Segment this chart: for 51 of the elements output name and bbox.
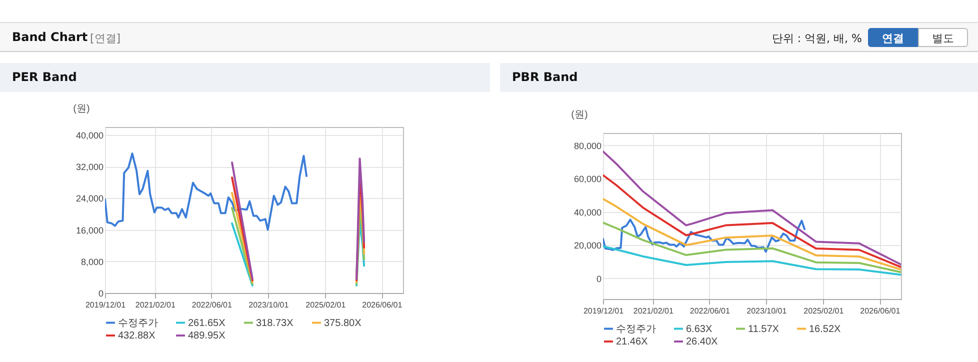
- x-tick-label: 2025/02/01: [306, 300, 346, 310]
- y-axis-title: (원): [571, 110, 588, 120]
- line-series: [105, 152, 308, 231]
- line-series: [603, 218, 806, 253]
- text: 단위 : 억원, 배, %: [772, 31, 862, 46]
- x-tick-label: 2026/06/01: [860, 306, 901, 316]
- line-series: [603, 198, 901, 270]
- y-tick-label: 40,000: [574, 207, 602, 218]
- y-tick-label: 20,000: [574, 240, 602, 251]
- y-tick-label: 0: [596, 274, 602, 284]
- y-tick-label: 40,000: [76, 130, 104, 140]
- x-tick-label: 2026/06/01: [362, 300, 403, 310]
- legend-label: 489.95X: [188, 330, 226, 342]
- y-tick-label: 60,000: [574, 174, 602, 184]
- legend-label: 318.73X: [256, 318, 294, 329]
- text: [연결]: [90, 31, 121, 46]
- x-tick-label: 2019/12/01: [85, 300, 126, 310]
- y-tick-label: 24,000: [76, 194, 104, 204]
- legend-label: 375.80X: [324, 318, 362, 329]
- text: 별도: [918, 28, 968, 47]
- chart-title: PBR Band: [500, 63, 978, 92]
- y-tick-label: 0: [98, 288, 104, 298]
- x-tick-label: 2021/02/01: [135, 300, 176, 310]
- x-tick-label: 2022/06/01: [690, 306, 730, 316]
- x-tick-label: 2023/10/01: [248, 300, 290, 310]
- text: Band Chart: [12, 30, 88, 44]
- chart-title: PER Band: [0, 63, 490, 92]
- legend-label: 11.57X: [748, 324, 780, 335]
- line-series: [603, 150, 901, 266]
- legend-label: 26.40X: [686, 336, 718, 348]
- line-series: [603, 174, 901, 268]
- line-series: [603, 222, 901, 274]
- legend-label: 21.46X: [616, 336, 648, 348]
- legend-label: 수정주가: [616, 324, 656, 335]
- legend-label: 261.65X: [188, 318, 226, 329]
- y-tick-label: 32,000: [76, 162, 104, 172]
- y-tick-label: 16,000: [76, 225, 104, 236]
- legend-label: 432.88X: [118, 330, 156, 342]
- y-tick-label: 8,000: [80, 256, 104, 267]
- line-series: [603, 245, 901, 276]
- x-tick-label: 2019/12/01: [583, 306, 624, 316]
- y-axis-title: (원): [73, 104, 90, 114]
- x-tick-label: 2021/02/01: [633, 306, 674, 316]
- legend-label: 수정주가: [118, 318, 158, 329]
- x-tick-label: 2025/02/01: [804, 306, 844, 316]
- legend-label: 16.52X: [809, 324, 842, 335]
- legend-label: 6.63X: [686, 324, 712, 335]
- text: 연결: [868, 28, 918, 47]
- y-tick-label: 80,000: [574, 140, 602, 151]
- x-tick-label: 2022/06/01: [192, 300, 232, 310]
- x-tick-label: 2023/10/01: [746, 306, 788, 316]
